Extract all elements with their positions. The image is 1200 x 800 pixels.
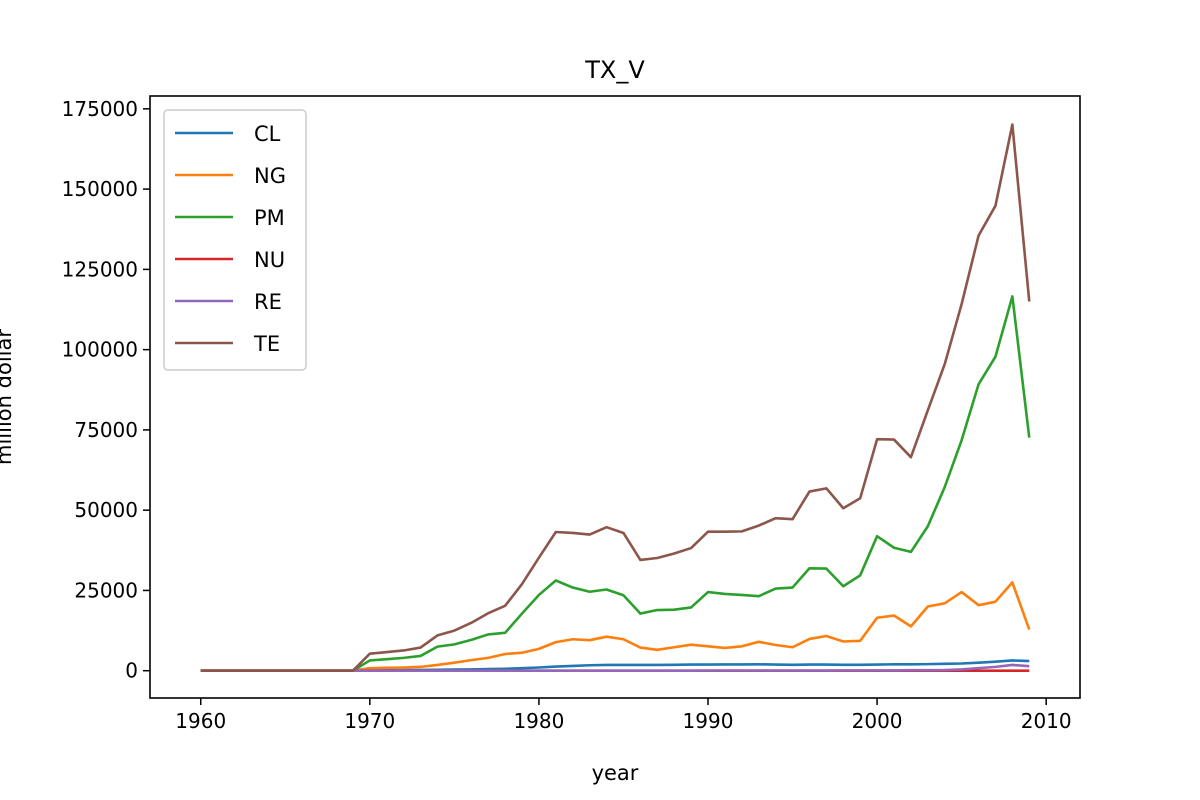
x-axis: 1960 1970 1980 1990 2000 2010 (175, 698, 1072, 733)
legend-box (163, 109, 307, 371)
y-axis: 0 25000 50000 75000 100000 125000 150000 175000 (62, 97, 150, 683)
legend: CL NG PM NU RE TE (163, 109, 307, 371)
y-tick-label: 125000 (62, 257, 138, 281)
x-tick-label: 1980 (513, 709, 564, 733)
chart-title: TX_V (584, 56, 645, 84)
series-layer (200, 123, 1031, 673)
y-tick-label: 100000 (62, 338, 138, 362)
y-tick-label: 75000 (74, 418, 138, 442)
y-tick-label: 150000 (62, 177, 138, 201)
x-tick-label: 2010 (1021, 709, 1072, 733)
plot-area-frame (149, 95, 1081, 699)
y-tick-label: 50000 (74, 498, 138, 522)
y-tick-label: 25000 (74, 578, 138, 602)
x-axis-title: year (592, 761, 639, 785)
legend-label-ng: NG (254, 164, 286, 188)
x-tick-label: 1990 (683, 709, 734, 733)
y-tick-label: 0 (125, 659, 138, 683)
y-axis-title: million dollar (0, 329, 16, 465)
legend-label-nu: NU (254, 248, 285, 272)
x-tick-label: 1970 (344, 709, 395, 733)
legend-label-pm: PM (254, 206, 285, 230)
legend-label-re: RE (254, 290, 282, 314)
legend-label-cl: CL (254, 122, 281, 146)
x-tick-label: 2000 (852, 709, 903, 733)
x-tick-label: 1960 (175, 709, 226, 733)
y-tick-label: 175000 (62, 97, 138, 121)
series-line-te (200, 123, 1031, 673)
legend-label-te: TE (253, 332, 280, 356)
